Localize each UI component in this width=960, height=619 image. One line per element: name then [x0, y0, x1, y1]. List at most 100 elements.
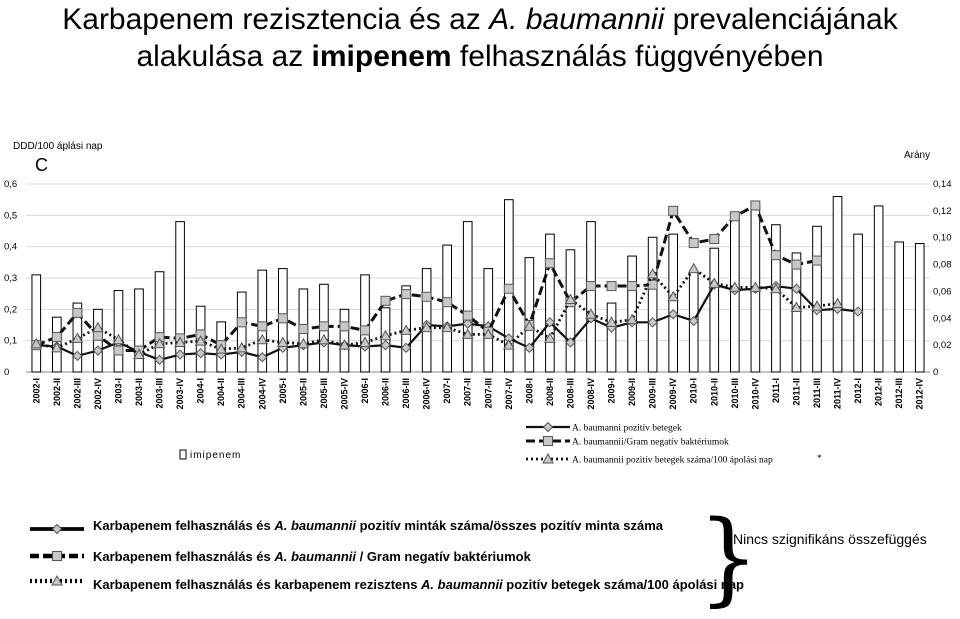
series-1-point — [524, 342, 535, 354]
series-1-point — [565, 337, 576, 348]
series-3-point — [338, 339, 351, 350]
series-1-point — [257, 352, 268, 363]
x-tick-label: 2010-I — [689, 378, 699, 404]
series-3-point — [667, 290, 680, 302]
series-1-point — [195, 347, 206, 359]
series-1-point — [791, 283, 802, 294]
series-3-point — [400, 324, 412, 335]
legend-text-end: pozitív betegek száma/100 ápolási nap — [502, 577, 744, 592]
series-3-point — [605, 316, 618, 327]
series-3-point — [297, 337, 310, 349]
x-tick-label: 2003-IV — [175, 378, 185, 410]
series-2-point — [339, 321, 350, 332]
series-2-point — [421, 291, 432, 302]
x-tick-label: 2007-IV — [504, 378, 514, 410]
x-tick-label: 2007-I — [442, 378, 452, 404]
series-2-point — [770, 250, 781, 261]
series-3-point — [318, 333, 330, 345]
legend-bar-label: imipenem — [190, 450, 241, 461]
bottom-legend-marker-1 — [51, 523, 63, 535]
imipenem-bar — [31, 274, 42, 373]
left-tick-label: 0,4 — [4, 242, 17, 253]
legend-label-3: A. baumannii pozitív betegek száma/100 á… — [572, 456, 773, 466]
series-2-point — [92, 330, 103, 341]
series-3-point — [728, 281, 741, 292]
imipenem-bar — [668, 233, 678, 373]
series-3-point — [770, 282, 782, 294]
imipenem-bar — [894, 241, 904, 373]
series-1-point — [400, 342, 412, 354]
imipenem-bar — [175, 221, 185, 373]
x-tick-label: 2011-II — [791, 378, 801, 406]
series-1-point — [174, 349, 186, 360]
x-tick-label: 2008-III — [565, 378, 575, 409]
series-2-point — [503, 283, 514, 294]
imipenem-bar — [134, 288, 144, 373]
title-drug: imipenem — [311, 40, 452, 73]
series-2-point — [729, 211, 740, 222]
legend-bar-swatch — [179, 449, 187, 460]
series-3-point — [256, 333, 269, 345]
chart-title-line-1: Karbapenem rezisztencia és az A. baumann… — [0, 2, 960, 38]
series-2-point — [627, 281, 638, 292]
left-tick-label: 0 — [4, 367, 9, 378]
series-line-3 — [36, 266, 838, 357]
series-1-point — [92, 345, 104, 356]
series-3-point — [441, 321, 454, 333]
series-1-point — [462, 318, 473, 329]
legend-text: Karbapenem felhasználás és — [93, 518, 275, 533]
imipenem-bar — [483, 268, 494, 373]
series-3-point — [831, 297, 844, 309]
series-2-point — [72, 307, 83, 318]
right-tick-label: 0,12 — [933, 206, 952, 217]
x-tick-label: 2009-II — [627, 378, 637, 406]
chart-title-line-2: alakulása az imipenem felhasználás függv… — [0, 39, 960, 75]
series-3-point — [153, 337, 166, 349]
legend-text-end: pozitív minták száma/összes pozitív mint… — [355, 518, 664, 533]
panel-letter: C — [35, 155, 48, 175]
series-3-point — [71, 332, 84, 343]
legend-text-end: / Gram negatív baktériumok — [355, 549, 531, 564]
x-tick-label: 2012-IV — [915, 378, 925, 410]
series-2-point — [318, 321, 329, 332]
x-tick-label: 2008-I — [524, 378, 534, 404]
series-3-point — [749, 281, 762, 292]
bottom-legend-row-2: Karbapenem felhasználás és A. baumannii … — [93, 549, 531, 564]
series-2-point — [668, 205, 679, 216]
x-tick-label: 2002-III — [72, 378, 82, 409]
x-tick-label: 2008-II — [545, 378, 555, 406]
legend-marker-2 — [543, 436, 553, 446]
series-3-point — [235, 341, 248, 353]
x-tick-label: 2006-IV — [422, 378, 432, 410]
x-tick-label: 2003-III — [155, 378, 165, 409]
series-3-point — [523, 320, 536, 331]
series-3-point — [687, 262, 700, 274]
series-3-point — [564, 293, 577, 304]
right-tick-label: 0,10 — [933, 233, 952, 244]
series-3-point — [92, 321, 104, 333]
series-3-point — [420, 321, 433, 333]
x-tick-label: 2004-II — [216, 378, 226, 406]
series-2-point — [236, 317, 247, 328]
series-2-point — [113, 345, 124, 356]
series-2-point — [688, 238, 699, 249]
series-3-point — [30, 337, 43, 349]
imipenem-bar — [647, 236, 658, 373]
imipenem-bar — [257, 269, 268, 373]
x-tick-label: 2005-III — [319, 378, 329, 409]
legend-asterisk: * — [817, 453, 822, 463]
series-2-point — [277, 313, 288, 324]
series-3-point — [194, 335, 207, 346]
series-1-point — [667, 309, 679, 320]
right-tick-label: 0,04 — [933, 313, 952, 324]
series-2-point — [401, 289, 412, 300]
left-tick-label: 0,6 — [4, 179, 17, 190]
title-text-end: felhasználás függvényében — [451, 40, 824, 73]
x-tick-label: 2007-II — [463, 378, 473, 406]
series-2-point — [380, 295, 391, 306]
legend-marker-3 — [542, 452, 554, 464]
series-2-point — [606, 281, 617, 292]
imipenem-bar — [462, 221, 473, 373]
series-2-point — [709, 234, 720, 245]
x-tick-label: 2008-IV — [586, 378, 596, 410]
